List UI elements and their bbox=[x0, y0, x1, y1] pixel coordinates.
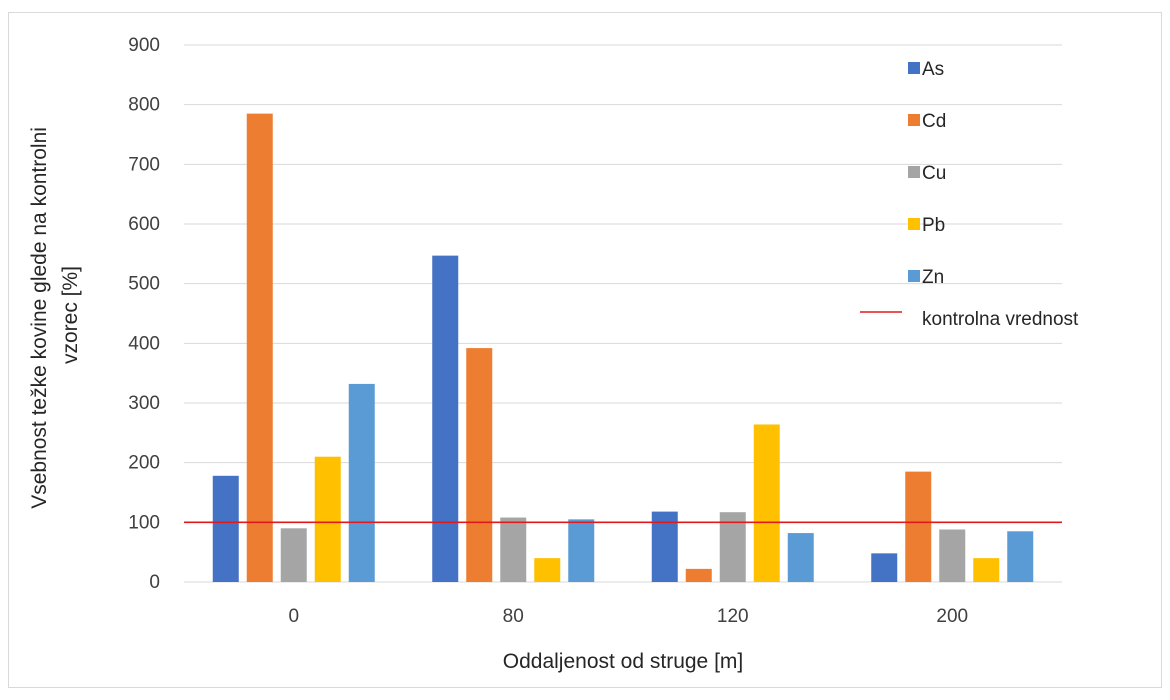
bar-cu-120 bbox=[719, 512, 746, 582]
bar-zn-80 bbox=[568, 519, 595, 582]
x-tick-label: 0 bbox=[288, 606, 299, 627]
bar-pb-80 bbox=[534, 558, 561, 582]
legend-label-cu: Cu bbox=[922, 163, 946, 184]
bar-pb-0 bbox=[314, 456, 341, 582]
bar-cd-200 bbox=[905, 471, 932, 582]
bar-zn-200 bbox=[1007, 531, 1034, 582]
legend-label-kontrolna-vrednost: kontrolna vrednost bbox=[922, 309, 1079, 330]
x-axis-title: Oddaljenost od struge [m] bbox=[503, 650, 743, 673]
bar-cu-0 bbox=[280, 528, 307, 582]
legend-label-cd: Cd bbox=[922, 111, 946, 132]
legend-label-zn: Zn bbox=[922, 267, 944, 288]
bar-cd-80 bbox=[466, 348, 493, 582]
bar-cu-80 bbox=[500, 517, 527, 582]
x-axis-ticks: 0 80 120 200 bbox=[288, 606, 968, 627]
y-tick-label: 600 bbox=[128, 214, 160, 235]
bar-cd-0 bbox=[246, 113, 273, 582]
y-axis-title: Vsebnost težke kovine glede na kontrolni… bbox=[28, 121, 82, 509]
y-tick-label: 800 bbox=[128, 95, 160, 116]
bar-as-0 bbox=[212, 475, 239, 582]
y-axis-title-line-2: vzorec [%] bbox=[59, 266, 82, 364]
x-tick-label: 200 bbox=[936, 606, 968, 627]
legend-swatch-cd bbox=[908, 114, 920, 126]
bar-zn-0 bbox=[348, 383, 375, 582]
y-tick-label: 700 bbox=[128, 154, 160, 175]
bar-pb-120 bbox=[753, 424, 780, 582]
y-tick-label: 300 bbox=[128, 393, 160, 414]
bars bbox=[212, 113, 1034, 582]
legend-swatch-zn bbox=[908, 270, 920, 282]
y-tick-label: 100 bbox=[128, 512, 160, 533]
bar-as-120 bbox=[651, 511, 678, 582]
y-tick-label: 500 bbox=[128, 274, 160, 295]
bar-cd-120 bbox=[685, 568, 712, 582]
bar-pb-200 bbox=[973, 558, 1000, 582]
y-axis-title-line-1: Vsebnost težke kovine glede na kontrolni bbox=[28, 127, 51, 509]
x-tick-label: 80 bbox=[503, 606, 524, 627]
legend-swatch-as bbox=[908, 62, 920, 74]
y-tick-label: 0 bbox=[149, 572, 160, 593]
legend-label-pb: Pb bbox=[922, 215, 945, 236]
y-tick-label: 200 bbox=[128, 453, 160, 474]
bar-cu-200 bbox=[939, 529, 966, 582]
bar-as-80 bbox=[432, 255, 459, 582]
y-axis-ticks: 0 100 200 300 400 500 600 700 800 900 bbox=[128, 35, 160, 593]
legend-swatch-pb bbox=[908, 218, 920, 230]
bar-as-200 bbox=[871, 553, 898, 582]
y-tick-label: 900 bbox=[128, 35, 160, 56]
legend-label-as: As bbox=[922, 59, 944, 80]
y-tick-label: 400 bbox=[128, 333, 160, 354]
bar-zn-120 bbox=[787, 533, 814, 582]
x-tick-label: 120 bbox=[717, 606, 749, 627]
legend-swatch-cu bbox=[908, 166, 920, 178]
legend: As Cd Cu Pb Zn kontrolna vrednost bbox=[860, 59, 1079, 330]
